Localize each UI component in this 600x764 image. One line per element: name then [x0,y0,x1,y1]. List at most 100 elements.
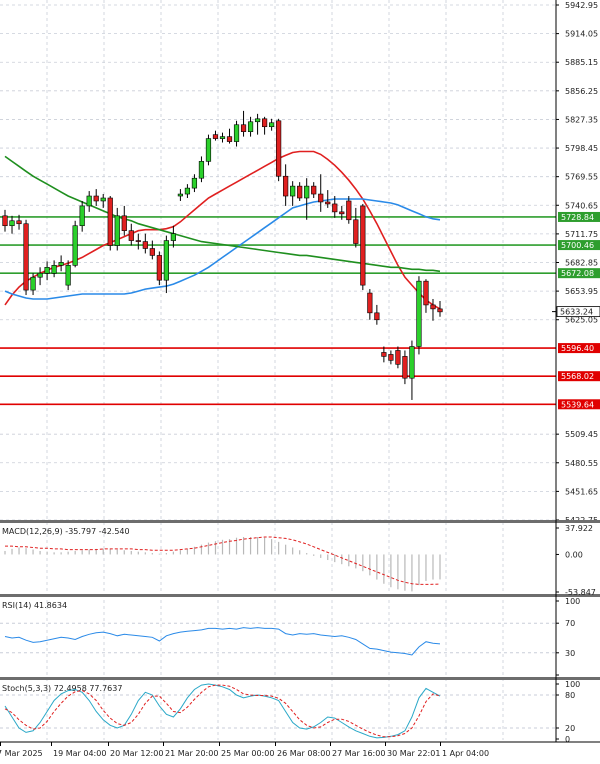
level-tag [558,343,600,354]
macd-tick-label: -53.847 [565,588,596,597]
stoch-tick-label: 80 [565,691,575,700]
candle-body [93,195,99,202]
candle-body [184,187,191,195]
rsi-pane: RSI(14) 41.8634 100 70 30 [0,597,580,676]
candle-body [297,185,303,199]
price-tick-label: 5509.45 [565,430,598,439]
candle-body [283,175,289,197]
candle-body [402,356,408,379]
candle-body [128,230,134,241]
candle-body [269,122,275,128]
candle-body [149,248,155,256]
pane-separator [0,594,600,597]
price-tick-label: 5711.75 [565,230,598,239]
candle-body [51,265,57,274]
level-tag [558,240,600,251]
candle-body [437,308,443,313]
price-tick-label: 5942.95 [565,1,598,10]
rsi-tick-label: 30 [565,649,575,658]
time-label: 27 Mar 16:00 [332,749,385,758]
candle-body [44,267,50,274]
candlesticks [2,110,443,400]
candle-body [37,272,43,278]
candle-body [114,215,120,246]
candle-body [198,161,205,179]
time-label: 25 Mar 00:00 [221,749,274,758]
time-label: 19 Mar 04:00 [53,749,106,758]
time-label: 20 Mar 12:00 [110,749,163,758]
rsi-tick-label: 100 [565,597,580,606]
price-tick-label: 5769.55 [565,173,598,182]
candle-body [219,136,226,139]
price-axis: 5942.95 5914.05 5885.15 5856.25 5827.35 5798.… [552,1,600,525]
candle-body [163,240,169,281]
price-tick-label: 5885.15 [565,58,598,67]
stoch-tick-label: 0 [565,735,570,744]
moving-average-line [4,155,441,273]
candle-body [261,118,268,128]
candle-body [247,121,254,132]
candle-body [325,201,331,205]
candle-body [353,219,359,244]
candle-body [423,280,429,306]
price-tick-label: 5856.25 [565,87,598,96]
candle-body [205,138,212,162]
candle-body [58,262,64,266]
stoch-pane: Stoch(5,3,3) 72.4958 77.7637 100 80 20 0 [0,680,580,744]
horizontal-levels: 5728.84 5700.46 5672.08 5596.40 5568.02 5539.… [0,211,600,410]
candle-body [346,200,352,221]
macd-signal-line [5,536,441,585]
rsi-line [4,627,441,656]
price-tick-label: 5451.65 [565,487,598,496]
candle-body [318,193,324,203]
candle-body [388,354,394,361]
price-tick-label: 5914.05 [565,30,598,39]
rsi-label: RSI(14) 41.8634 [2,601,67,610]
candle-body [156,255,162,281]
candle-body [290,185,296,197]
candle-body [226,136,233,142]
price-tick-label: 5798.45 [565,144,598,153]
stoch-d-line [4,684,441,738]
stoch-tick-label: 20 [565,724,575,733]
candle-body [177,193,184,197]
pane-separator [0,677,600,680]
level-label: 5728.84 [561,213,594,222]
candle-body [191,177,198,189]
candle-body [107,197,113,246]
pane-separator [0,520,600,523]
level-tag [558,399,600,410]
candle-body [332,203,338,213]
candle-body [65,265,71,286]
candle-body [409,346,415,379]
candle-body [16,220,22,225]
level-label: 5539.64 [561,400,594,409]
candle-body [254,118,261,123]
candle-body [381,352,387,357]
level-tag [558,268,600,279]
moving-average-line [4,198,441,300]
level-label: 5700.46 [561,241,594,250]
candle-body [276,120,282,177]
candle-body [395,350,401,365]
candle-body [135,240,141,242]
candle-body [233,124,240,142]
candle-body [30,276,36,291]
candle-body [121,215,127,231]
level-label: 5672.08 [561,269,594,278]
macd-label: MACD(12,26,9) -35.797 -42.540 [2,527,130,536]
candle-body [374,312,380,321]
candle-body [311,185,317,195]
pane-borders [0,0,600,743]
level-label: 5596.40 [561,344,594,353]
price-tick-label: 5625.05 [565,316,598,325]
price-tick-label: 5827.35 [565,115,598,124]
candle-body [367,292,373,314]
current-price-tag [556,306,600,318]
price-tick-label: 5740.65 [565,201,598,210]
current-price-label: 5633.24 [560,308,593,317]
candle-body [212,134,219,139]
candle-body [170,233,176,241]
candle-body [86,195,92,207]
